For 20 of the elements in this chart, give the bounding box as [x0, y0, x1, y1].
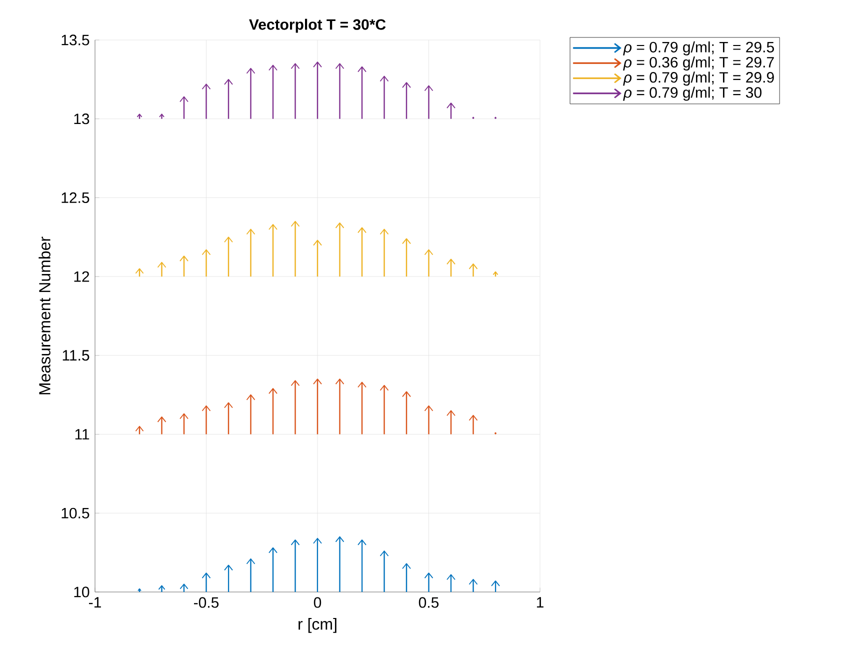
legend-label: ρ = 0.79 g/ml; T = 30	[623, 86, 762, 101]
x-tick-label: -0.5	[194, 597, 219, 608]
legend-label: ρ = 0.79 g/ml; T = 29.5	[623, 41, 774, 56]
x-tick-label: 0	[314, 597, 322, 608]
y-tick-label: 12.5	[62, 192, 90, 204]
legend-label: ρ = 0.79 g/ml; T = 29.9	[623, 72, 774, 86]
y-axis-title: Measurement Number	[38, 236, 50, 394]
y-tick-label: 13	[74, 114, 90, 124]
x-tick-label: 0.5	[418, 597, 439, 608]
legend-label: ρ = 0.36 g/ml; T = 29.7	[623, 56, 774, 71]
y-tick-label: 11.5	[62, 350, 90, 361]
x-axis-title: r [cm]	[298, 618, 336, 633]
x-tick-label: -1	[88, 597, 101, 608]
y-tick-label: 12	[74, 271, 90, 282]
y-tick-label: 10	[74, 586, 90, 598]
chart-title: Vectorplot T = 30*C	[249, 18, 386, 33]
y-tick-label: 10.5	[62, 508, 90, 518]
y-tick-label: 13.5	[62, 34, 90, 46]
y-tick-label: 11	[75, 429, 90, 440]
x-tick-label: 1	[536, 597, 544, 608]
